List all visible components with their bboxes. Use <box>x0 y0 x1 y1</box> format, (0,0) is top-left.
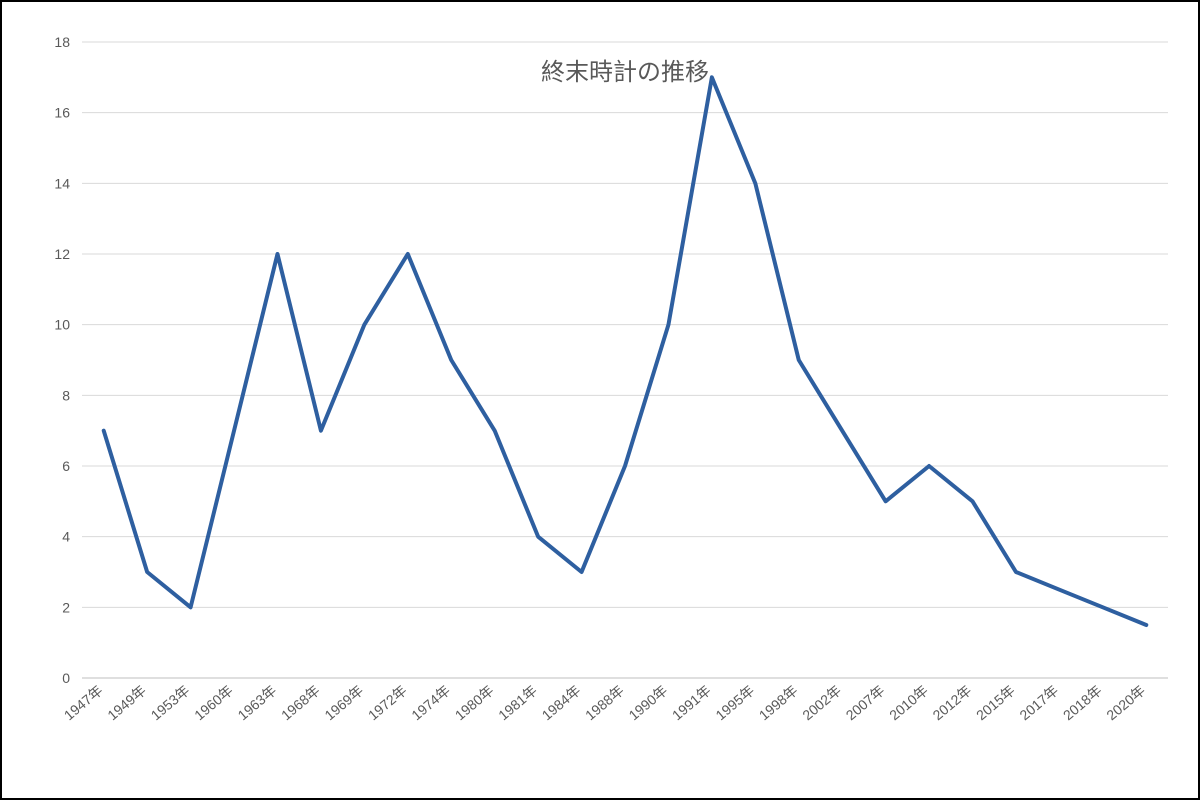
x-tick-label: 1991年 <box>669 682 714 723</box>
x-tick-label: 1990年 <box>625 682 670 723</box>
x-tick-label: 2010年 <box>886 682 931 723</box>
x-tick-label: 1960年 <box>191 682 236 723</box>
y-tick-label: 10 <box>54 317 70 333</box>
y-tick-label: 4 <box>62 529 70 545</box>
x-tick-label: 2012年 <box>930 682 975 723</box>
x-tick-label: 1981年 <box>495 682 540 723</box>
chart-border: 0 2 4 6 8 10 12 14 16 18 1947年1949年1953年1960年1963年… <box>0 0 1200 800</box>
y-tick-label: 6 <box>62 458 70 474</box>
chart-container: 0 2 4 6 8 10 12 14 16 18 1947年1949年1953年1960年1963年… <box>2 2 1198 798</box>
x-tick-label: 1980年 <box>452 682 497 723</box>
x-tick-label: 1984年 <box>539 682 584 723</box>
x-tick-label: 2017年 <box>1016 682 1061 723</box>
x-tick-label: 1969年 <box>321 682 366 723</box>
x-tick-label: 2007年 <box>843 682 888 723</box>
x-tick-label: 1972年 <box>365 682 410 723</box>
y-tick-label: 2 <box>62 599 70 615</box>
x-tick-label: 2018年 <box>1060 682 1105 723</box>
x-tick-label: 1947年 <box>61 682 106 723</box>
x-tick-label: 2020年 <box>1103 682 1148 723</box>
y-tick-label: 18 <box>54 34 70 50</box>
line-chart: 0 2 4 6 8 10 12 14 16 18 1947年1949年1953年1960年1963年… <box>2 2 1198 798</box>
y-tick-label: 12 <box>54 246 70 262</box>
x-tick-label: 1998年 <box>756 682 801 723</box>
x-tick-label: 1974年 <box>408 682 453 723</box>
x-tick-label: 2015年 <box>973 682 1018 723</box>
x-tick-label: 1963年 <box>235 682 280 723</box>
x-tick-label: 2002年 <box>799 682 844 723</box>
x-tick-label: 1995年 <box>712 682 757 723</box>
x-tick-label: 1949年 <box>104 682 149 723</box>
y-tick-label: 14 <box>54 175 70 191</box>
chart-title: 終末時計の推移 <box>541 59 709 86</box>
y-tick-label: 0 <box>62 670 70 686</box>
series-line <box>104 77 1147 625</box>
x-tick-label: 1968年 <box>278 682 323 723</box>
x-tick-label: 1953年 <box>148 682 193 723</box>
y-tick-label: 8 <box>62 387 70 403</box>
y-tick-label: 16 <box>54 105 70 121</box>
x-tick-label: 1988年 <box>582 682 627 723</box>
